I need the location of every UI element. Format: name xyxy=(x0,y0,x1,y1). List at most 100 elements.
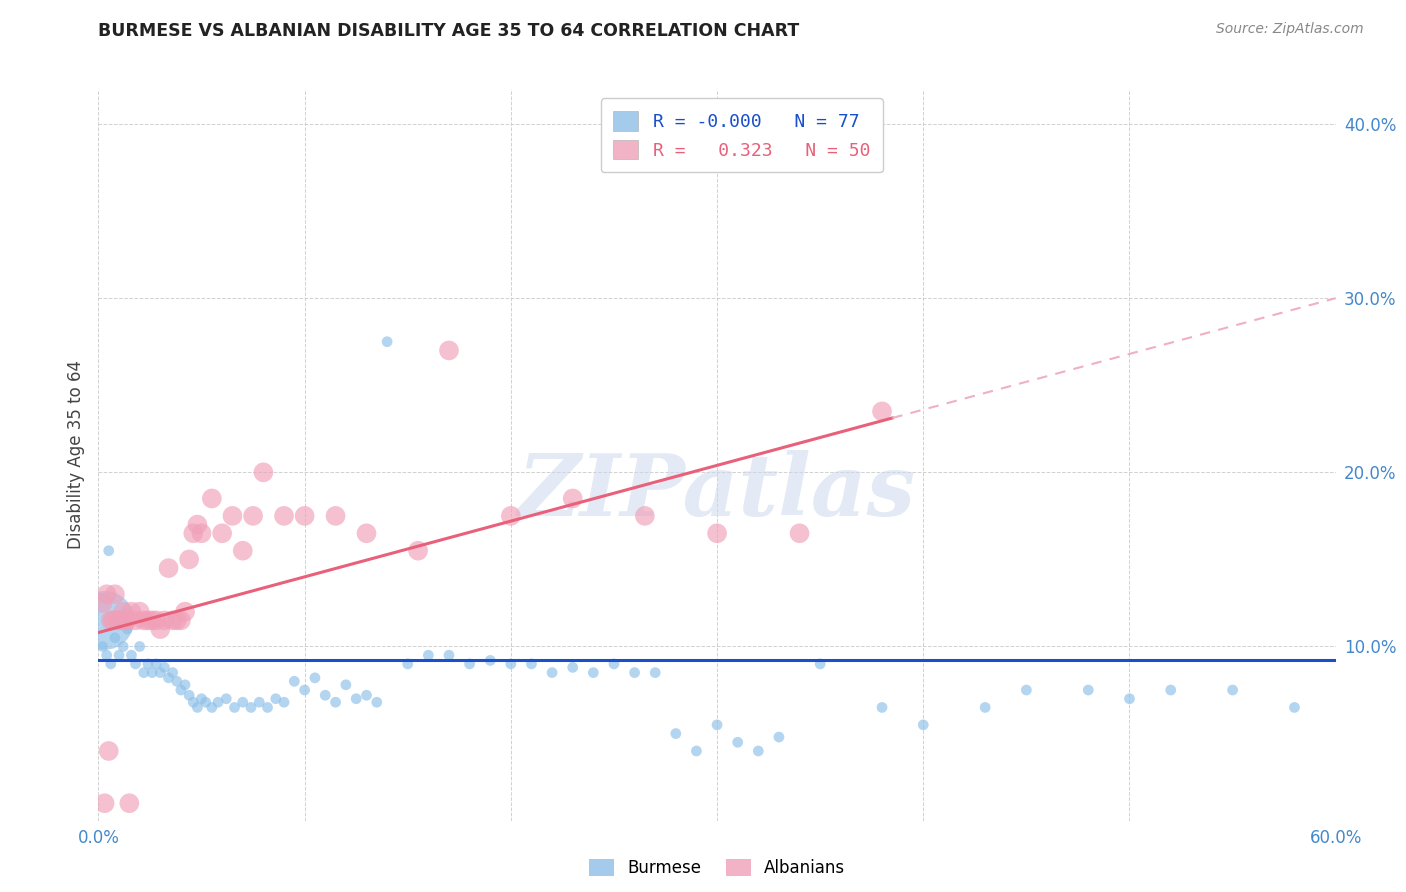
Point xyxy=(153,613,176,627)
Point xyxy=(179,552,201,566)
Point xyxy=(110,613,132,627)
Point xyxy=(706,718,728,732)
Point xyxy=(561,491,583,506)
Point xyxy=(418,648,440,663)
Point xyxy=(97,744,120,758)
Point xyxy=(541,665,564,680)
Point xyxy=(221,508,243,523)
Point xyxy=(108,648,131,663)
Point xyxy=(117,613,139,627)
Point xyxy=(344,691,367,706)
Point xyxy=(727,735,749,749)
Point xyxy=(224,700,246,714)
Point xyxy=(145,657,167,671)
Point xyxy=(314,688,336,702)
Point xyxy=(273,695,295,709)
Point xyxy=(108,613,131,627)
Point xyxy=(174,605,197,619)
Point xyxy=(96,648,118,663)
Point xyxy=(294,508,316,523)
Point xyxy=(91,640,114,654)
Point xyxy=(768,730,790,744)
Point xyxy=(256,700,278,714)
Point xyxy=(215,691,238,706)
Point xyxy=(104,631,127,645)
Point xyxy=(112,640,135,654)
Point xyxy=(499,657,522,671)
Point xyxy=(162,613,184,627)
Point xyxy=(685,744,707,758)
Point xyxy=(170,683,193,698)
Point xyxy=(157,561,180,575)
Point xyxy=(211,526,233,541)
Point xyxy=(325,508,347,523)
Point xyxy=(603,657,626,671)
Point xyxy=(149,665,172,680)
Point xyxy=(1160,683,1182,698)
Point xyxy=(124,613,146,627)
Point xyxy=(186,700,208,714)
Point xyxy=(375,334,398,349)
Point xyxy=(100,657,122,671)
Point xyxy=(561,660,583,674)
Point xyxy=(128,605,150,619)
Point xyxy=(157,671,180,685)
Point xyxy=(141,613,163,627)
Point xyxy=(162,665,184,680)
Point xyxy=(166,674,188,689)
Point xyxy=(91,596,114,610)
Point xyxy=(181,526,204,541)
Point xyxy=(747,744,769,758)
Point xyxy=(396,657,419,671)
Point xyxy=(974,700,997,714)
Point xyxy=(112,605,135,619)
Point xyxy=(120,648,142,663)
Point xyxy=(124,657,146,671)
Point xyxy=(201,700,224,714)
Point xyxy=(479,653,502,667)
Point xyxy=(136,657,159,671)
Text: Source: ZipAtlas.com: Source: ZipAtlas.com xyxy=(1216,22,1364,37)
Point xyxy=(101,613,124,627)
Point xyxy=(294,683,316,698)
Point xyxy=(170,613,193,627)
Point xyxy=(136,613,159,627)
Point xyxy=(325,695,347,709)
Text: ZIPatlas: ZIPatlas xyxy=(517,450,917,533)
Point xyxy=(1222,683,1244,698)
Point xyxy=(93,796,115,810)
Point xyxy=(366,695,388,709)
Point xyxy=(128,640,150,654)
Point xyxy=(118,796,141,810)
Point xyxy=(247,695,270,709)
Point xyxy=(114,613,136,627)
Point xyxy=(1015,683,1038,698)
Point xyxy=(356,526,378,541)
Point xyxy=(194,695,217,709)
Point xyxy=(789,526,811,541)
Point xyxy=(174,678,197,692)
Point xyxy=(149,622,172,636)
Point xyxy=(141,665,163,680)
Point xyxy=(304,671,326,685)
Point xyxy=(1077,683,1099,698)
Point xyxy=(582,665,605,680)
Point xyxy=(166,613,188,627)
Point xyxy=(1284,700,1306,714)
Point xyxy=(96,587,118,601)
Point xyxy=(870,404,893,418)
Point xyxy=(1118,691,1140,706)
Point xyxy=(153,660,176,674)
Point xyxy=(120,605,142,619)
Point xyxy=(100,613,122,627)
Point xyxy=(132,665,155,680)
Point xyxy=(242,508,264,523)
Point xyxy=(232,543,254,558)
Point xyxy=(117,622,139,636)
Point xyxy=(97,543,120,558)
Point xyxy=(104,587,127,601)
Point xyxy=(356,688,378,702)
Point xyxy=(808,657,831,671)
Point xyxy=(623,665,645,680)
Point xyxy=(437,343,460,358)
